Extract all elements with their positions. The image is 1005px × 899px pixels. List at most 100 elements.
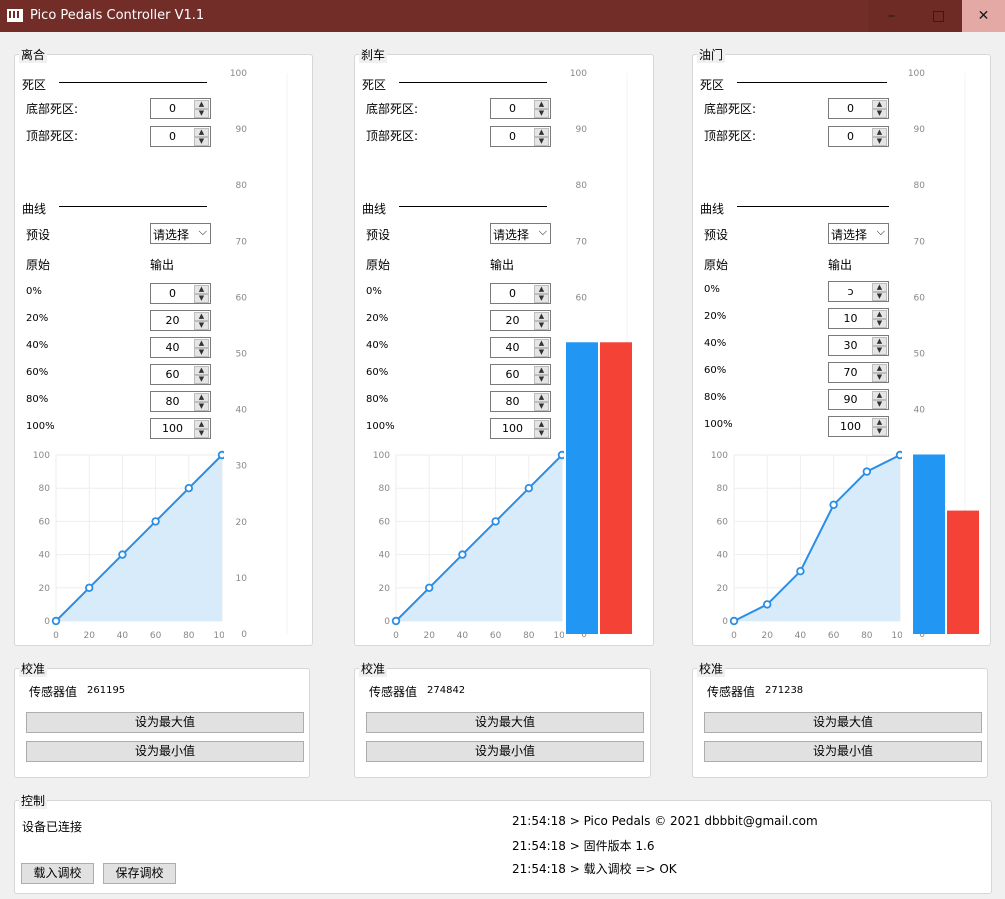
curve-output-input[interactable]: ɔ ▲ ▼	[828, 281, 889, 302]
set-max-button[interactable]: 设为最大值	[366, 712, 644, 733]
set-max-button[interactable]: 设为最大值	[704, 712, 982, 733]
x-tick-label: 0	[393, 631, 399, 641]
spin-down-icon[interactable]: ▼	[194, 137, 209, 146]
set-min-button[interactable]: 设为最小值	[26, 741, 304, 762]
spin-down-icon[interactable]: ▼	[194, 294, 209, 303]
spin-up-icon[interactable]: ▲	[194, 420, 209, 429]
spin-down-icon[interactable]: ▼	[872, 109, 887, 118]
spin-down-icon[interactable]: ▼	[534, 429, 549, 438]
spin-up-icon[interactable]: ▲	[194, 128, 209, 137]
x-tick-label: 40	[117, 631, 129, 641]
curve-output-input[interactable]: 90 ▲ ▼	[828, 389, 889, 410]
spin-down-icon[interactable]: ▼	[534, 109, 549, 118]
set-max-button[interactable]: 设为最大值	[26, 712, 304, 733]
curve-output-input[interactable]: 0 ▲ ▼	[490, 283, 551, 304]
y-tick-label: 100	[373, 451, 390, 461]
minimize-button[interactable]: –	[868, 0, 915, 32]
input-percent-label: 60%	[366, 367, 389, 378]
spin-down-icon[interactable]: ▼	[194, 321, 209, 330]
spin-down-icon[interactable]: ▼	[194, 402, 209, 411]
spin-down-icon[interactable]: ▼	[534, 375, 549, 384]
spin-up-icon[interactable]: ▲	[534, 393, 549, 402]
spin-up-icon[interactable]: ▲	[872, 128, 887, 137]
spin-down-icon[interactable]: ▼	[872, 427, 887, 436]
curve-output-input[interactable]: 30 ▲ ▼	[828, 335, 889, 356]
spin-down-icon[interactable]: ▼	[534, 294, 549, 303]
preset-select[interactable]: 请选择 ⌵	[490, 223, 551, 244]
spin-up-icon[interactable]: ▲	[872, 283, 887, 292]
curve-output-input[interactable]: 0 ▲ ▼	[150, 283, 211, 304]
curve-output-input[interactable]: 10 ▲ ▼	[828, 308, 889, 329]
y-tick-label: 60	[379, 517, 391, 527]
spin-up-icon[interactable]: ▲	[534, 366, 549, 375]
spin-up-icon[interactable]: ▲	[872, 364, 887, 373]
bottom-deadzone-input[interactable]: 0 ▲ ▼	[828, 98, 889, 119]
top-deadzone-input[interactable]: 0 ▲ ▼	[490, 126, 551, 147]
spin-down-icon[interactable]: ▼	[534, 348, 549, 357]
curve-output-input[interactable]: 40 ▲ ▼	[490, 337, 551, 358]
spin-down-icon[interactable]: ▼	[872, 400, 887, 409]
x-tick-label: 100	[553, 631, 564, 641]
spin-down-icon[interactable]: ▼	[194, 348, 209, 357]
spin-up-icon[interactable]: ▲	[534, 339, 549, 348]
spin-up-icon[interactable]: ▲	[872, 391, 887, 400]
preset-select[interactable]: 请选择 ⌵	[828, 223, 889, 244]
spin-down-icon[interactable]: ▼	[194, 109, 209, 118]
curve-output-input[interactable]: 100 ▲ ▼	[150, 418, 211, 439]
curve-output-input[interactable]: 20 ▲ ▼	[490, 310, 551, 331]
divider	[59, 82, 207, 83]
spin-down-icon[interactable]: ▼	[534, 402, 549, 411]
preset-label: 预设	[704, 228, 729, 242]
curve-output-input[interactable]: 20 ▲ ▼	[150, 310, 211, 331]
curve-output-input[interactable]: 80 ▲ ▼	[490, 391, 551, 412]
curve-output-input[interactable]: 80 ▲ ▼	[150, 391, 211, 412]
divider	[737, 82, 887, 83]
spin-up-icon[interactable]: ▲	[872, 418, 887, 427]
spin-up-icon[interactable]: ▲	[194, 312, 209, 321]
save-calibration-button[interactable]: 保存调校	[103, 863, 176, 884]
bottom-deadzone-input[interactable]: 0 ▲ ▼	[150, 98, 211, 119]
spin-up-icon[interactable]: ▲	[534, 100, 549, 109]
sensor-label: 传感器值	[29, 685, 78, 699]
spin-down-icon[interactable]: ▼	[872, 137, 887, 146]
maximize-button[interactable]: □	[915, 0, 962, 32]
spin-down-icon[interactable]: ▼	[872, 292, 887, 301]
spin-up-icon[interactable]: ▲	[194, 366, 209, 375]
spin-up-icon[interactable]: ▲	[534, 420, 549, 429]
curve-output-input[interactable]: 40 ▲ ▼	[150, 337, 211, 358]
curve-output-input[interactable]: 60 ▲ ▼	[490, 364, 551, 385]
spin-up-icon[interactable]: ▲	[194, 285, 209, 294]
spin-up-icon[interactable]: ▲	[872, 337, 887, 346]
spin-up-icon[interactable]: ▲	[872, 100, 887, 109]
spin-up-icon[interactable]: ▲	[194, 393, 209, 402]
top-deadzone-input[interactable]: 0 ▲ ▼	[828, 126, 889, 147]
spin-up-icon[interactable]: ▲	[194, 100, 209, 109]
set-min-button[interactable]: 设为最小值	[366, 741, 644, 762]
curve-output-input[interactable]: 100 ▲ ▼	[828, 416, 889, 437]
spin-up-icon[interactable]: ▲	[534, 312, 549, 321]
spin-down-icon[interactable]: ▼	[872, 346, 887, 355]
preset-select[interactable]: 请选择 ⌵	[150, 223, 211, 244]
spin-up-icon[interactable]: ▲	[194, 339, 209, 348]
top-deadzone-input[interactable]: 0 ▲ ▼	[150, 126, 211, 147]
curve-output-input[interactable]: 60 ▲ ▼	[150, 364, 211, 385]
load-calibration-button[interactable]: 载入调校	[21, 863, 94, 884]
curve-point	[557, 450, 564, 460]
curve-output-input[interactable]: 70 ▲ ▼	[828, 362, 889, 383]
spin-up-icon[interactable]: ▲	[534, 285, 549, 294]
spin-down-icon[interactable]: ▼	[534, 137, 549, 146]
pedal-name: 油门	[697, 46, 726, 63]
spin-down-icon[interactable]: ▼	[872, 319, 887, 328]
set-min-button[interactable]: 设为最小值	[704, 741, 982, 762]
spin-down-icon[interactable]: ▼	[194, 429, 209, 438]
close-button[interactable]: ✕	[962, 0, 1005, 32]
bottom-deadzone-input[interactable]: 0 ▲ ▼	[490, 98, 551, 119]
spin-up-icon[interactable]: ▲	[872, 310, 887, 319]
spin-down-icon[interactable]: ▼	[534, 321, 549, 330]
bar	[566, 342, 598, 634]
curve-output-input[interactable]: 100 ▲ ▼	[490, 418, 551, 439]
spin-down-icon[interactable]: ▼	[872, 373, 887, 382]
spin-down-icon[interactable]: ▼	[194, 375, 209, 384]
spin-up-icon[interactable]: ▲	[534, 128, 549, 137]
